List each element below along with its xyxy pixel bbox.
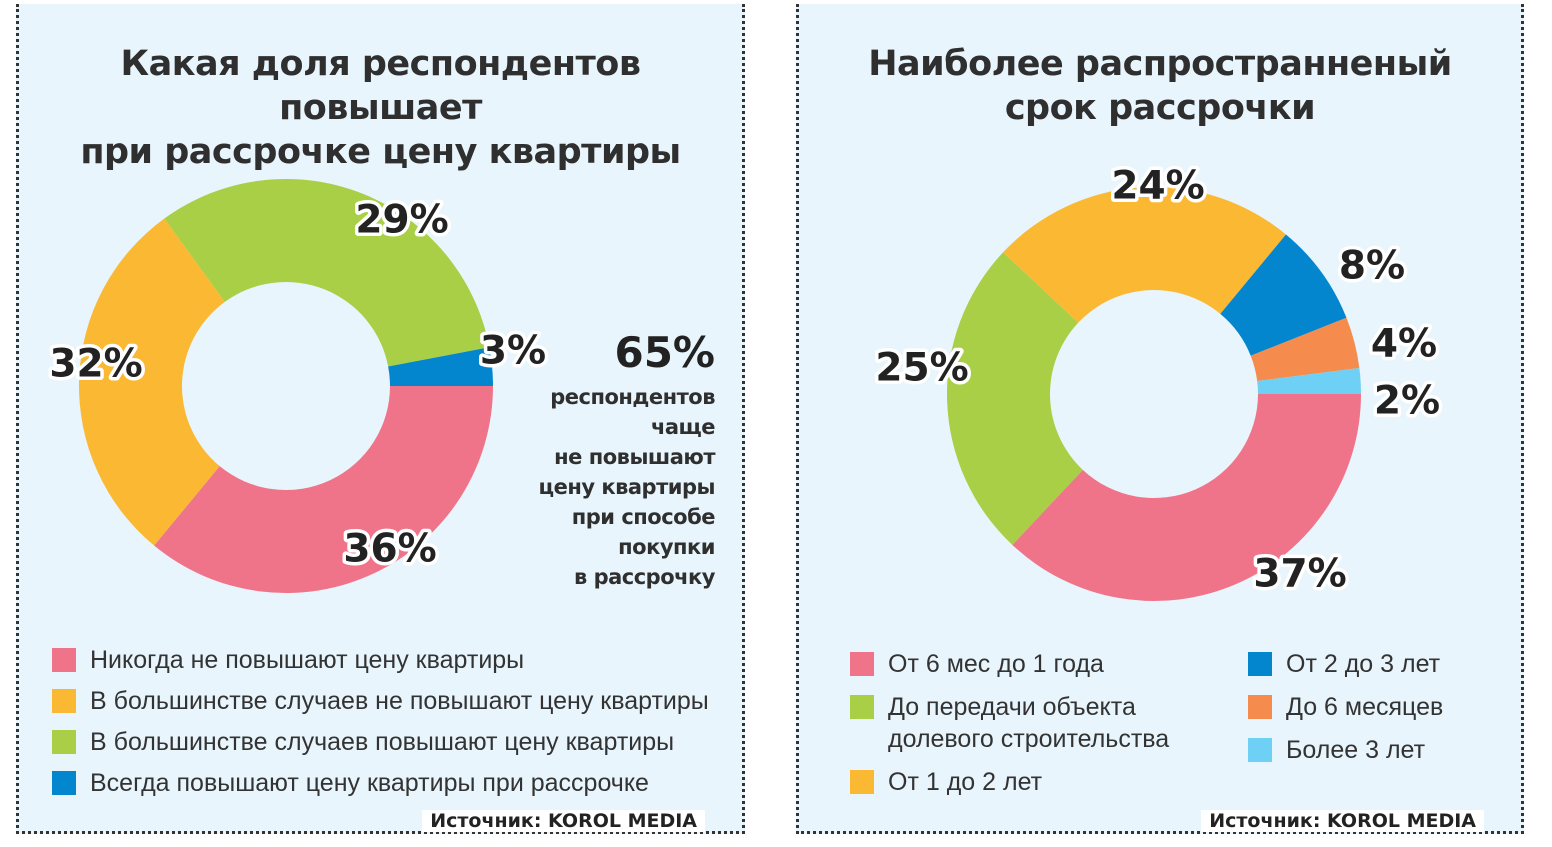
legend-label: В большинстве случаев повышают цену квар… [90, 728, 675, 756]
legend-item: От 1 до 2 лет [850, 766, 1220, 798]
donut-slice [1257, 368, 1361, 394]
chart-title-line-1: Наиболее распространненый [868, 44, 1452, 84]
slice-value-label: 3% [480, 329, 546, 374]
legend-item: В большинстве случаев повышают цену квар… [52, 726, 709, 758]
legend-label: Более 3 лет [1286, 736, 1426, 764]
legend-swatch [850, 652, 874, 676]
slice-value-label: 32% [49, 342, 142, 387]
donut-slice [1250, 317, 1360, 381]
legend-label: От 6 мес до 1 года [888, 650, 1104, 678]
legend-label: В большинстве случаев не повышают цену к… [90, 687, 709, 715]
legend-swatch [1248, 738, 1272, 762]
legend-swatch [1248, 695, 1272, 719]
legend-label: Никогда не повышают цену квартиры [90, 646, 525, 674]
note-line: цену квартиры [538, 475, 716, 499]
legend-label: До 6 месяцев [1286, 693, 1444, 721]
legend-item: До передачи объекта долевого строительст… [850, 691, 1220, 755]
legend-left: Никогда не повышают цену квартиры В боль… [52, 644, 709, 799]
note-line: респондентов [550, 385, 715, 409]
chart-title-line-2: срок рассрочки [1004, 88, 1316, 128]
donut-slice [1012, 394, 1361, 601]
legend-label: До передачи объекта долевого строительст… [888, 693, 1170, 753]
legend-swatch [52, 689, 76, 713]
slice-value-label: 24% [1111, 164, 1204, 209]
donut-slice [79, 218, 225, 546]
note-line: покупки [618, 535, 715, 559]
panel-border-right [742, 4, 745, 834]
panel-border-left [16, 4, 19, 834]
slice-value-label: 25% [875, 346, 968, 391]
chart-panel-right: Наиболее распространненый срок рассрочки… [796, 4, 1524, 834]
legend-label: От 1 до 2 лет [888, 768, 1043, 796]
donut-slice [947, 252, 1083, 545]
note-value: 65% [614, 328, 715, 377]
chart-panel-left: Какая доля респондентов повышает при рас… [16, 4, 745, 834]
source-credit: Источник: KOROL MEDIA [1201, 810, 1484, 832]
note-line: не повышают [554, 445, 715, 469]
legend-label: Всегда повышают цену квартиры при рассро… [90, 769, 649, 797]
donut-chart-left: 36% 29% 32% 3% [46, 178, 550, 593]
legend-label: От 2 до 3 лет [1286, 650, 1441, 678]
donut-slice [1220, 234, 1347, 356]
legend-item: Никогда не повышают цену квартиры [52, 644, 709, 676]
note-line: в рассрочку [573, 565, 716, 589]
slice-value-label: 2% [1374, 379, 1440, 424]
chart-title: Наиболее распространненый срок рассрочки [796, 42, 1524, 130]
panel-border-bottom [16, 831, 745, 834]
donut-slice [164, 178, 490, 367]
chart-title: Какая доля респондентов повышает при рас… [16, 42, 745, 174]
chart-title-line-1: Какая доля респондентов повышает [120, 44, 641, 128]
panel-border-right [1521, 4, 1524, 834]
legend-item: От 2 до 3 лет [1248, 648, 1443, 680]
legend-swatch [850, 770, 874, 794]
note-line: при способе [571, 505, 716, 529]
donut-slice [388, 347, 493, 386]
legend-item: В большинстве случаев не повышают цену к… [52, 685, 709, 717]
panel-border-left [796, 4, 799, 834]
source-credit: Источник: KOROL MEDIA [422, 810, 705, 832]
legend-right-col-1: От 6 мес до 1 года До передачи объекта д… [850, 648, 1220, 798]
legend-swatch [52, 771, 76, 795]
donut-slice [1003, 187, 1286, 323]
legend-item: От 6 мес до 1 года [850, 648, 1220, 680]
legend-swatch [1248, 652, 1272, 676]
legend-swatch [850, 695, 874, 719]
note-text: респондентов чаще не повышают цену кварт… [515, 382, 716, 592]
slice-value-label: 36% [343, 527, 436, 572]
legend-item: Всегда повышают цену квартиры при рассро… [52, 767, 709, 799]
donut-chart-right: 37% 25% 24% 8% 4% 2% [872, 160, 1444, 601]
panel-border-bottom [796, 831, 1524, 834]
slice-value-label: 29% [355, 198, 448, 243]
legend-right-col-2: От 2 до 3 лет До 6 месяцев Более 3 лет [1248, 648, 1443, 766]
note-line: чаще [650, 415, 716, 439]
chart-title-line-2: при рассрочке цену квартиры [80, 132, 681, 172]
slice-value-label: 4% [1371, 322, 1437, 367]
donut-slice [154, 386, 494, 593]
slice-value-label: 8% [1339, 244, 1405, 289]
slice-value-label: 37% [1253, 552, 1346, 597]
legend-swatch [52, 730, 76, 754]
legend-item: Более 3 лет [1248, 734, 1443, 766]
legend-item: До 6 месяцев [1248, 691, 1443, 723]
legend-swatch [52, 648, 76, 672]
